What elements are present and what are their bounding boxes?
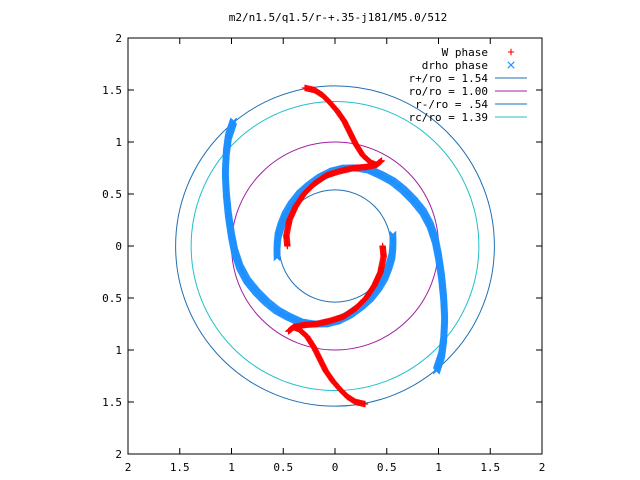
- legend-label-0: W phase: [442, 46, 488, 59]
- x-tick-label-8: 2: [539, 461, 546, 474]
- legend-marker-0: [507, 48, 515, 56]
- legend-label-1: drho phase: [422, 59, 488, 72]
- x-tick-label-3: 0.5: [273, 461, 293, 474]
- legend-marker-1: [507, 61, 515, 69]
- axis-ticks: 2 1.5 1 0.5 0 0.5 1 1.5 221.510.500.511.52: [102, 32, 545, 474]
- y-tick-label-1: 1.5: [102, 84, 122, 97]
- data-series: [221, 84, 449, 408]
- point-cross-380: [432, 367, 441, 375]
- legend-label-4: r-/ro = .54: [415, 98, 488, 111]
- circle-3: [190, 100, 480, 392]
- point-cross-761: [229, 117, 238, 125]
- x-tick-label-0: 2: [125, 461, 132, 474]
- chart-title: m2/n1.5/q1.5/r-+.35-j181/M5.0/512: [229, 11, 448, 24]
- y-tick-label-0: 2: [115, 32, 122, 45]
- series-cross: [221, 117, 449, 375]
- legend-label-3: ro/ro = 1.00: [409, 85, 488, 98]
- x-tick-label-2: 1: [228, 461, 235, 474]
- y-tick-label-4: 0: [115, 240, 122, 253]
- legend-label-2: r+/ro = 1.54: [409, 72, 489, 85]
- x-tick-label-1: 1.5: [170, 461, 190, 474]
- y-tick-label-2: 1: [115, 136, 122, 149]
- y-tick-label-6: 1: [115, 344, 122, 357]
- y-tick-label-8: 2: [115, 448, 122, 461]
- series-plus: [283, 84, 387, 408]
- x-tick-label-6: 1: [435, 461, 442, 474]
- x-tick-label-5: 0.5: [377, 461, 397, 474]
- y-tick-label-7: 1.5: [102, 396, 122, 409]
- circle-0: [175, 85, 495, 407]
- point-plus-264: [284, 242, 291, 250]
- legend-label-5: rc/ro = 1.39: [409, 111, 488, 124]
- y-tick-label-5: 0.5: [102, 292, 122, 305]
- x-tick-label-4: 0: [332, 461, 339, 474]
- y-tick-label-3: 0.5: [102, 188, 122, 201]
- point-plus-529: [379, 242, 386, 250]
- x-tick-label-7: 1.5: [480, 461, 500, 474]
- reference-circles: [175, 85, 495, 407]
